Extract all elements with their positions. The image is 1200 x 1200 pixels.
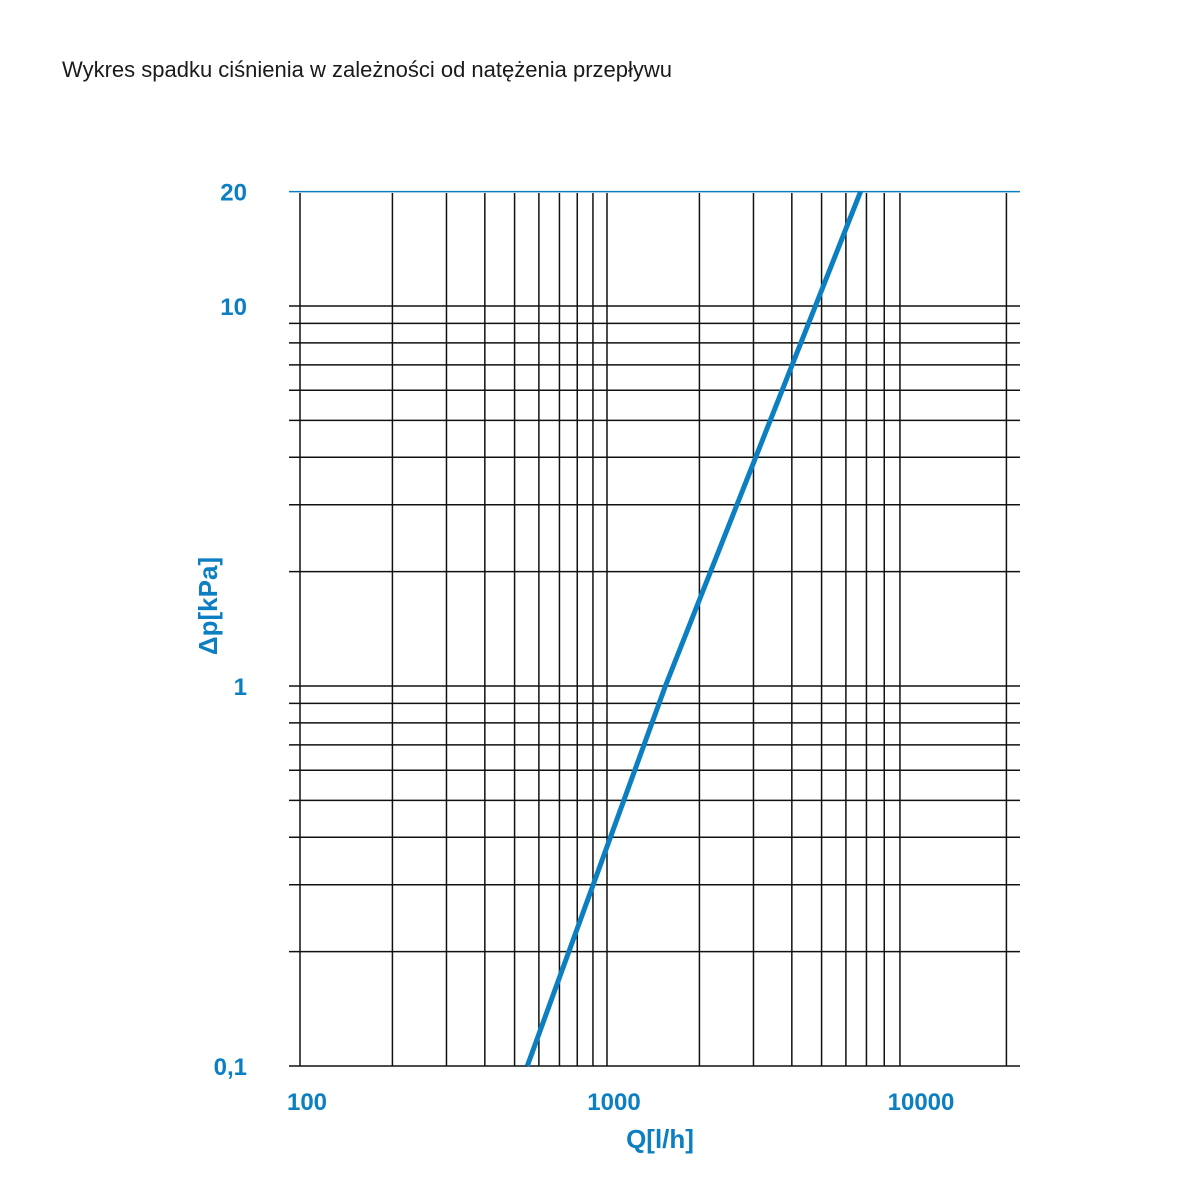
series-layer — [524, 190, 863, 1067]
y-tick-label: 0,1 — [214, 1054, 247, 1081]
chart-title: Wykres spadku ciśnienia w zależności od … — [62, 57, 672, 82]
x-tick-label: 1000 — [587, 1089, 640, 1116]
tick-labels: 100 1000 10000 0,1 1 10 20 — [214, 180, 955, 1116]
y-tick-label: 20 — [220, 180, 247, 207]
x-tick-label: 100 — [287, 1089, 327, 1116]
y-tick-label: 1 — [234, 674, 247, 701]
series-line — [524, 190, 863, 1067]
y-tick-label: 10 — [220, 294, 247, 321]
grid — [289, 190, 1020, 1067]
x-axis-title: Q[l/h] — [626, 1124, 694, 1154]
x-tick-label: 10000 — [888, 1089, 955, 1116]
y-axis-title: Δp[kPa] — [193, 557, 223, 655]
